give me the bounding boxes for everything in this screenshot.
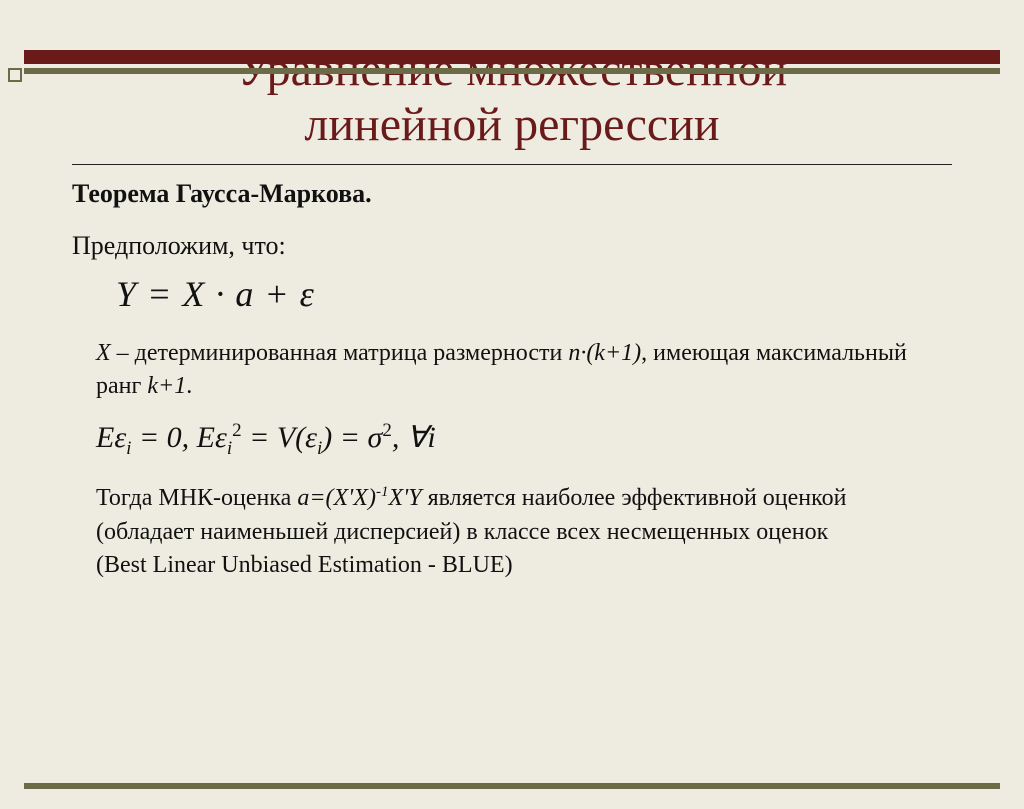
decor-bar-bottom	[24, 783, 1000, 789]
equation-conditions: Eεi = 0, Eεi2 = V(εi) = σ2, ∀i	[96, 420, 952, 460]
x-description: X – детерминированная матрица размерност…	[96, 337, 952, 402]
conc-l2: (обладает наименьшей дисперсией) в класс…	[96, 519, 828, 545]
eq-eps: ε	[300, 274, 315, 314]
ec-p1: Eε	[96, 421, 126, 454]
conc-l1b: является наиболее эффективной оценкой	[422, 485, 847, 511]
eq-a: a	[235, 274, 254, 314]
eq-X: X	[182, 274, 205, 314]
x-mid: – детерминированная матрица размерности	[111, 340, 569, 366]
x-rank: k+1	[147, 373, 186, 399]
assume-text: Предположим, что:	[72, 231, 952, 261]
ec-sub2: i	[227, 438, 232, 459]
ec-p5: , ∀i	[392, 421, 436, 454]
eq-Y: Y	[116, 274, 137, 314]
eq-eq: =	[137, 274, 182, 314]
x-symbol: X	[96, 340, 111, 366]
x-dim: n·(k+1)	[568, 340, 641, 366]
decor-bar-sub	[24, 68, 1000, 74]
conc-l1a: Тогда МНК-оценка	[96, 485, 297, 511]
nav-square-icon	[8, 68, 22, 82]
ec-sup2: 2	[382, 420, 392, 441]
eq-dot: ·	[205, 274, 235, 314]
conc-est: a=(X'X)	[297, 485, 376, 511]
conc-est2: X'Y	[388, 485, 421, 511]
equation-model: Y = X · a + ε	[116, 273, 952, 315]
eq-plus: +	[254, 274, 299, 314]
decor-bar-top	[24, 50, 1000, 64]
ec-p4: ) = σ	[322, 421, 382, 454]
ec-sup1: 2	[232, 420, 242, 441]
ec-p2: = 0, Eε	[131, 421, 226, 454]
slide-body: Теорема Гаусса-Маркова. Предположим, что…	[0, 165, 1024, 583]
ec-p3: = V(ε	[242, 421, 317, 454]
conclusion: Тогда МНК-оценка a=(X'X)-1X'Y является н…	[96, 482, 952, 583]
x-tail2: .	[186, 373, 192, 399]
title-line-2: линейной регрессии	[304, 98, 719, 151]
conc-l3: (Best Linear Unbiased Estimation - BLUE)	[96, 552, 513, 578]
theorem-heading: Теорема Гаусса-Маркова.	[72, 179, 952, 209]
conc-sup: -1	[376, 484, 389, 500]
